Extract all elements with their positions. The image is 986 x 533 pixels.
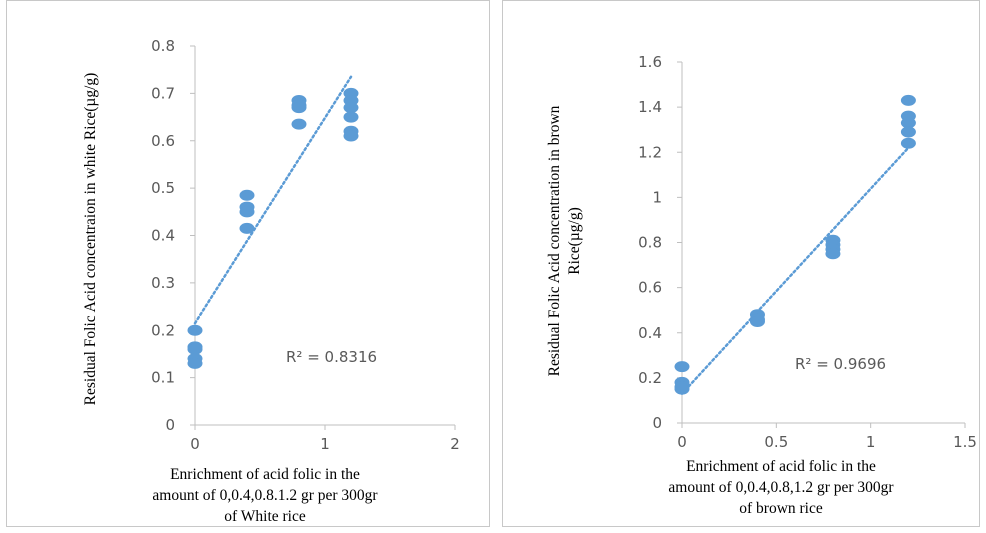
white-data-point [343, 111, 359, 123]
white-x-tick-label: 2 [450, 435, 460, 453]
brown-x-tick-label: 0 [677, 433, 687, 451]
white-data-point [187, 324, 203, 336]
brown-y-tick-label: 0.6 [638, 279, 662, 297]
brown-x-axis-title-line: amount of 0,0.4,0.8,1.2 gr per 300gr [668, 479, 894, 496]
white-data-point [187, 343, 203, 355]
white-data-point [239, 189, 255, 201]
white-x-tick-label: 1 [320, 435, 330, 453]
brown-rice-scatter-chart: 0 0.5 1 1.5 0 0.2 0.4 0.6 0.8 1 1.2 1.4 1.6 R² = 0.96… [546, 53, 977, 517]
white-x-axis-title-line: amount of 0,0.4,0.8.1.2 gr per 300gr [152, 487, 378, 504]
brown-data-point [900, 117, 916, 129]
brown-y-tick-label: 1.2 [638, 143, 662, 161]
brown-data-point [900, 137, 916, 149]
white-y-tick-label: 0.8 [151, 37, 175, 55]
brown-data-point [674, 361, 690, 373]
white-y-tick-label: 0.7 [151, 84, 175, 102]
white-data-point [239, 206, 255, 218]
brown-y-tick-label: 0 [652, 414, 662, 432]
white-y-tick-label: 0.4 [151, 227, 175, 245]
white-y-tick-label: 0.3 [151, 274, 175, 292]
brown-y-tick-label: 1.6 [638, 53, 662, 71]
brown-x-tick-label: 1.5 [953, 433, 977, 451]
white-y-tick-label: 0 [165, 416, 175, 434]
brown-y-tick-label: 1 [652, 188, 662, 206]
brown-data-point [900, 94, 916, 106]
brown-y-tick-label: 1.4 [638, 98, 662, 116]
white-y-tick-label: 0.2 [151, 321, 175, 339]
white-rice-scatter-chart: 0 1 2 0 0.1 0.2 0.3 0.4 0.5 0.6 0.7 0.8 R² = 0.8316 R… [82, 37, 460, 525]
brown-y-axis-title: Residual Folic Acid concentration in bro… [546, 105, 583, 376]
white-y-axis-title-line: Residual Folic Acid concentraion in whit… [82, 73, 99, 406]
brown-y-axis-title-line: Residual Folic Acid concentration in bro… [546, 105, 563, 376]
brown-x-tick-label: 0.5 [764, 433, 788, 451]
white-data-point [291, 102, 307, 114]
white-y-tick-label: 0.1 [151, 369, 175, 387]
white-rice-chart-panel: 0 1 2 0 0.1 0.2 0.3 0.4 0.5 0.6 0.7 0.8 R² = 0.8316 R… [6, 0, 490, 527]
white-y-tick-label: 0.6 [151, 132, 175, 150]
brown-data-point [749, 315, 765, 327]
brown-r-squared-label: R² = 0.9696 [795, 355, 886, 373]
brown-x-tick-label: 1 [866, 433, 876, 451]
white-x-tick-label: 0 [190, 435, 200, 453]
brown-rice-chart-panel: 0 0.5 1 1.5 0 0.2 0.4 0.6 0.8 1 1.2 1.4 1.6 R² = 0.96… [502, 0, 980, 527]
brown-y-tick-label: 0.2 [638, 369, 662, 387]
brown-y-tick-label: 0.4 [638, 324, 662, 342]
brown-y-tick-label: 0.8 [638, 234, 662, 252]
white-data-point [239, 222, 255, 234]
brown-x-axis-title-line: of brown rice [739, 500, 823, 517]
brown-linear-trendline [680, 146, 910, 395]
white-linear-trendline [193, 75, 353, 325]
white-r-squared-label: R² = 0.8316 [286, 348, 377, 366]
white-data-point [291, 118, 307, 130]
brown-data-point [900, 126, 916, 138]
brown-x-axis-title-line: Enrichment of acid folic in the [686, 458, 876, 475]
brown-data-point [825, 248, 841, 260]
white-y-axis-title: Residual Folic Acid concentraion in whit… [82, 73, 99, 406]
brown-y-axis-title-line: Rice(µg/g) [566, 207, 583, 274]
white-data-point [343, 102, 359, 114]
white-y-tick-label: 0.5 [151, 179, 175, 197]
white-x-axis-title-line: of White rice [224, 508, 306, 525]
brown-data-point [674, 383, 690, 395]
white-data-point [187, 357, 203, 369]
white-x-axis-title-line: Enrichment of acid folic in the [170, 466, 360, 483]
white-data-point [343, 130, 359, 142]
